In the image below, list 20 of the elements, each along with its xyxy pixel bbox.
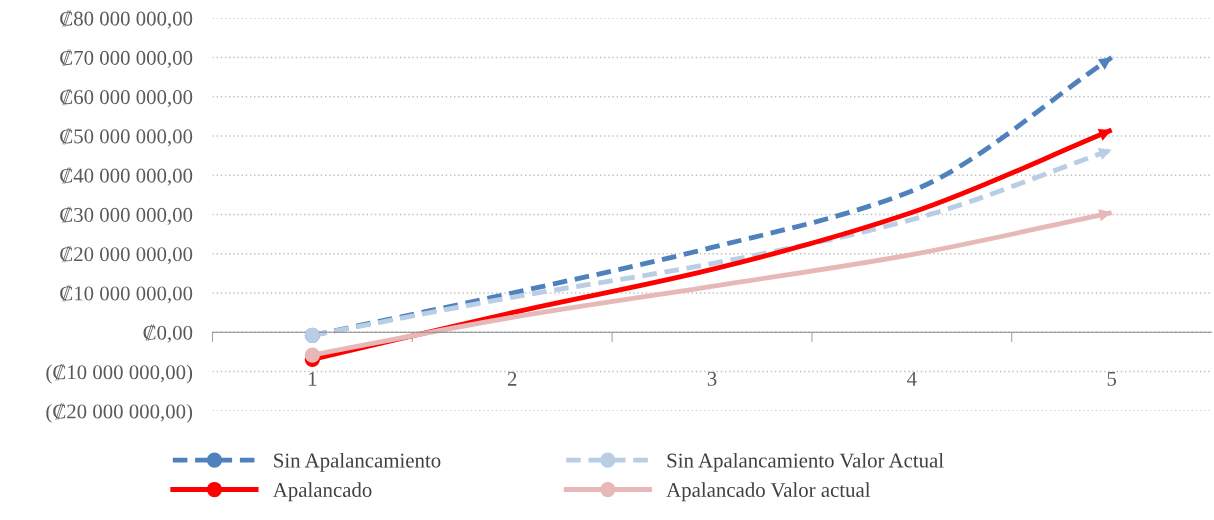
legend-label: Sin Apalancamiento Valor Actual [667,452,944,472]
y-tick-label: ₡0,00 [143,324,193,343]
y-tick-label: ₡20 000 000,00 [60,245,193,265]
y-tick-label: ₡50 000 000,00 [60,128,193,147]
y-tick-label: ₡40 000 000,00 [60,167,193,186]
legend-label: Sin Apalancamiento [274,452,441,472]
y-tick-label: ₡70 000 000,00 [60,49,193,68]
x-tick-label: 4 [907,371,917,386]
y-tick-label: ₡60 000 000,00 [60,88,193,108]
y-tick-label: (₡20 000 000,00) [46,403,193,423]
x-tick-label: 5 [1107,371,1117,386]
y-tick-label: ₡10 000 000,00 [60,285,193,304]
y-tick-label: ₡80 000 000,00 [60,10,193,29]
x-tick-label: 1 [308,371,317,386]
y-tick-label: ₡30 000 000,00 [60,206,193,225]
x-tick-label: 3 [707,371,717,386]
x-tick-label: 2 [507,371,517,386]
legend-label: Apalancado [272,482,372,502]
y-tick-label: (₡10 000 000,00) [46,364,193,384]
legend-label: Apalancado Valor actual [666,482,871,502]
